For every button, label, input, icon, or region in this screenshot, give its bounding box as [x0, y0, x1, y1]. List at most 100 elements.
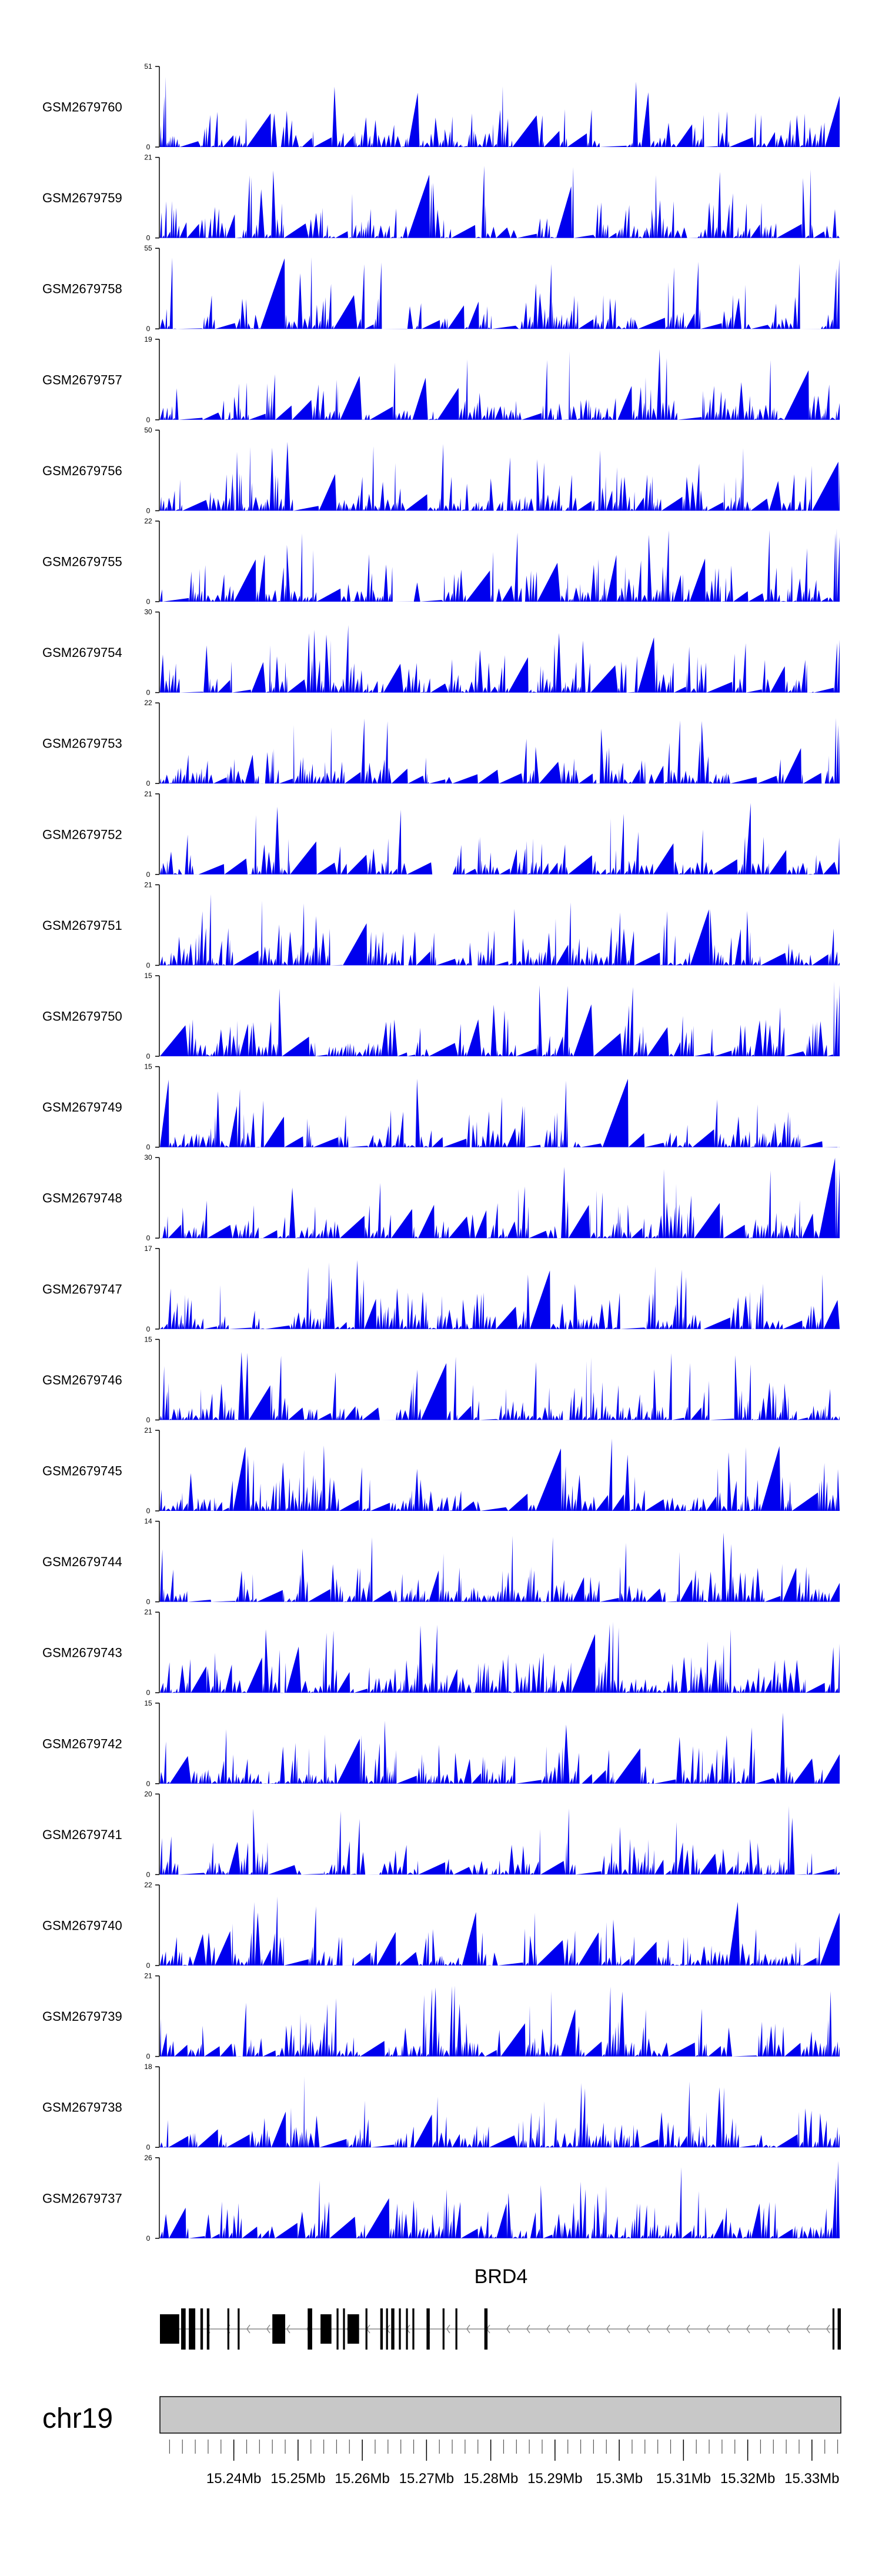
coverage-area — [160, 76, 841, 147]
x-tick-label: 15.27Mb — [399, 2471, 454, 2487]
track-GSM2679749: GSM2679749 15 0 — [42, 1063, 841, 1152]
track-label: GSM2679753 — [42, 736, 122, 751]
genome-axis: chr19 15.24Mb 15.25Mb 15.26Mb 15.27Mb 15.28M… — [42, 2396, 841, 2487]
exon — [160, 2314, 179, 2344]
track-label: GSM2679754 — [42, 645, 122, 660]
x-axis-ticks: 15.24Mb 15.25Mb 15.26Mb 15.27Mb 15.28Mb 15.29… — [169, 2440, 840, 2487]
track-label: GSM2679746 — [42, 1373, 122, 1387]
track-label: GSM2679750 — [42, 1009, 122, 1024]
exon — [238, 2308, 240, 2350]
strand-arrow — [686, 2324, 690, 2334]
coverage-area — [160, 981, 841, 1056]
track-label: GSM2679759 — [42, 191, 122, 205]
track-label: GSM2679740 — [42, 1918, 122, 1933]
track-label: GSM2679742 — [42, 1736, 122, 1751]
coverage-area — [160, 1621, 841, 1693]
track-label: GSM2679743 — [42, 1646, 122, 1660]
track-GSM2679760: GSM2679760 51 0 — [42, 62, 841, 151]
strand-arrow — [826, 2324, 830, 2334]
strand-arrow — [626, 2324, 630, 2334]
y-tick-label-min: 0 — [146, 1416, 151, 1424]
coverage-tracks: GSM2679760510GSM2679759210GSM2679758550G… — [42, 62, 841, 2243]
y-tick-label-max: 22 — [144, 699, 152, 707]
y-tick-label-min: 0 — [146, 1961, 151, 1970]
exon — [189, 2308, 196, 2350]
exon — [380, 2308, 383, 2350]
chromosome-label: chr19 — [42, 2403, 113, 2434]
y-tick-label-min: 0 — [146, 870, 151, 879]
track-GSM2679743: GSM2679743 21 0 — [42, 1608, 841, 1697]
y-tick-label-max: 15 — [144, 1699, 152, 1707]
y-tick-label-max: 21 — [144, 790, 152, 798]
strand-arrow — [606, 2324, 610, 2334]
exon — [406, 2308, 408, 2350]
y-tick-label-max: 19 — [144, 335, 152, 343]
y-tick-label-min: 0 — [146, 689, 151, 697]
gene-model — [160, 2308, 841, 2350]
y-tick-label-min: 0 — [146, 1598, 151, 1606]
exon — [181, 2308, 186, 2350]
coverage-area — [160, 442, 841, 511]
strand-arrow — [726, 2324, 730, 2334]
strand-arrow — [646, 2324, 650, 2334]
y-tick-label-max: 22 — [144, 517, 152, 525]
x-tick-label: 15.29Mb — [527, 2471, 582, 2487]
strand-arrow — [666, 2324, 670, 2334]
exon — [832, 2308, 835, 2350]
x-tick-label: 15.25Mb — [270, 2471, 325, 2487]
track-label: GSM2679744 — [42, 1554, 122, 1569]
coverage-area — [160, 1533, 841, 1602]
y-tick-label-max: 55 — [144, 244, 152, 252]
track-GSM2679756: GSM2679756 50 0 — [42, 426, 841, 515]
y-tick-label-min: 0 — [146, 1689, 151, 1697]
track-label: GSM2679760 — [42, 100, 122, 115]
y-tick-label-max: 15 — [144, 972, 152, 980]
y-tick-label-min: 0 — [146, 1780, 151, 1788]
coverage-area — [160, 1439, 841, 1511]
track-GSM2679738: GSM2679738 18 0 — [42, 2063, 841, 2151]
track-GSM2679751: GSM2679751 21 0 — [42, 880, 841, 969]
exon — [391, 2308, 395, 2350]
coverage-area — [160, 803, 841, 875]
track-GSM2679747: GSM2679747 17 0 — [42, 1244, 841, 1333]
coverage-area — [160, 1260, 841, 1329]
coverage-area — [160, 165, 841, 238]
track-label: GSM2679745 — [42, 1464, 122, 1479]
track-GSM2679752: GSM2679752 21 0 — [42, 790, 841, 879]
coverage-area — [160, 1352, 841, 1420]
track-GSM2679758: GSM2679758 55 0 — [42, 244, 841, 333]
y-tick-label-min: 0 — [146, 1234, 151, 1242]
y-tick-label-max: 17 — [144, 1244, 152, 1253]
track-label: GSM2679741 — [42, 1827, 122, 1842]
track-label: GSM2679748 — [42, 1191, 122, 1206]
strand-arrow — [766, 2324, 770, 2334]
track-GSM2679755: GSM2679755 22 0 — [42, 517, 841, 606]
exon — [484, 2308, 488, 2350]
track-label: GSM2679737 — [42, 2191, 122, 2205]
track-GSM2679753: GSM2679753 22 0 — [42, 699, 841, 788]
y-tick-label-min: 0 — [146, 2234, 151, 2243]
exon — [455, 2308, 457, 2350]
y-tick-label-max: 50 — [144, 426, 152, 434]
track-label: GSM2679752 — [42, 827, 122, 842]
y-tick-label-min: 0 — [146, 234, 151, 242]
coverage-area — [160, 1713, 841, 1784]
track-GSM2679745: GSM2679745 21 0 — [42, 1426, 841, 1515]
exon — [399, 2308, 401, 2350]
y-tick-label-min: 0 — [146, 598, 151, 606]
track-GSM2679757: GSM2679757 19 0 — [42, 335, 841, 424]
y-tick-label-max: 14 — [144, 1517, 152, 1526]
track-GSM2679739: GSM2679739 21 0 — [42, 1972, 841, 2061]
coverage-area — [160, 257, 841, 329]
y-tick-label-max: 21 — [144, 1972, 152, 1980]
strand-arrow — [506, 2324, 510, 2334]
y-tick-label-min: 0 — [146, 143, 151, 151]
y-tick-label-min: 0 — [146, 2143, 151, 2151]
track-label: GSM2679756 — [42, 463, 122, 478]
strand-arrow — [586, 2324, 590, 2334]
coverage-area — [160, 894, 841, 966]
y-tick-label-max: 20 — [144, 1790, 152, 1798]
exon — [343, 2308, 345, 2350]
y-tick-label-min: 0 — [146, 779, 151, 788]
track-label: GSM2679751 — [42, 918, 122, 933]
